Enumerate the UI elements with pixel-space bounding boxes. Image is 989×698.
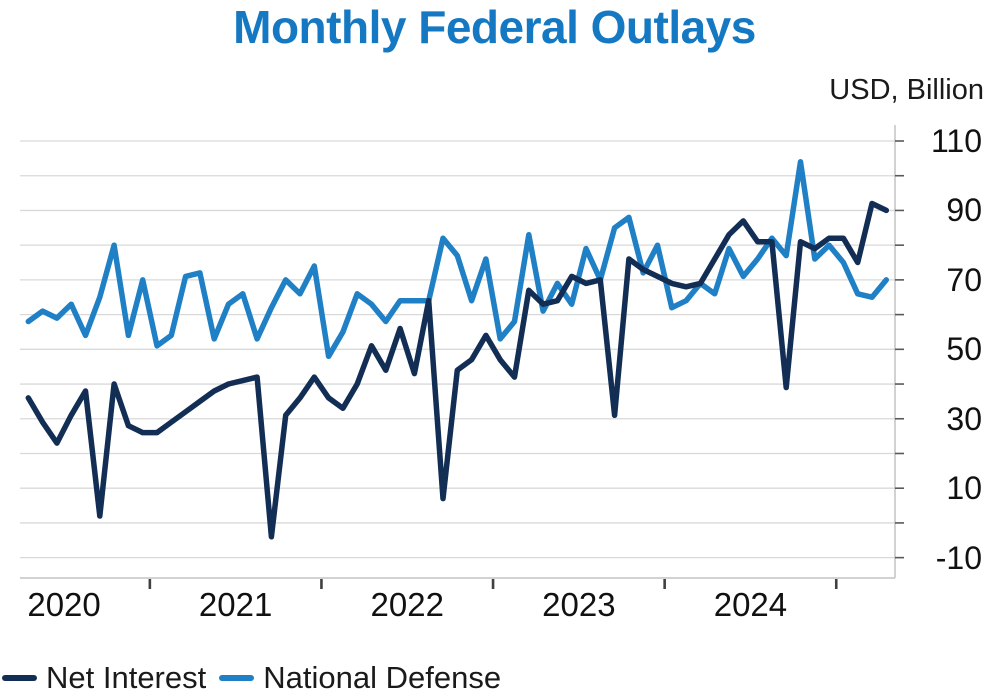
net-interest-swatch (2, 675, 37, 681)
y-axis-tick-label: 70 (946, 261, 982, 298)
legend: Net Interest National Defense (2, 660, 501, 696)
net-interest-line (25, 200, 890, 540)
x-axis-year-label: 2024 (713, 586, 788, 623)
y-axis-tick-label: 10 (946, 470, 982, 507)
legend-label-national-defense: National Defense (263, 660, 502, 695)
line-chart-plot (20, 125, 904, 589)
legend-item-national-defense: National Defense (219, 660, 501, 696)
x-axis-year-label: 2022 (370, 586, 444, 623)
y-axis-tick-label: 90 (946, 192, 982, 229)
y-axis-tick-label: 30 (946, 400, 982, 437)
legend-label-net-interest: Net Interest (46, 660, 207, 695)
y-axis-tick-label: 110 (930, 123, 982, 159)
national-defense-line (25, 159, 890, 360)
y-axis-unit-label: USD, Billion (829, 74, 984, 106)
legend-item-net-interest: Net Interest (2, 660, 206, 696)
x-axis-year-label: 2023 (542, 586, 616, 623)
chart-title: Monthly Federal Outlays (233, 1, 756, 53)
national-defense-swatch (219, 675, 255, 681)
y-axis-tick-label: 50 (946, 331, 982, 368)
x-axis-year-label: 2021 (198, 586, 273, 623)
y-axis-tick-label: -10 (935, 539, 982, 576)
x-axis-year-label: 2020 (27, 586, 101, 623)
